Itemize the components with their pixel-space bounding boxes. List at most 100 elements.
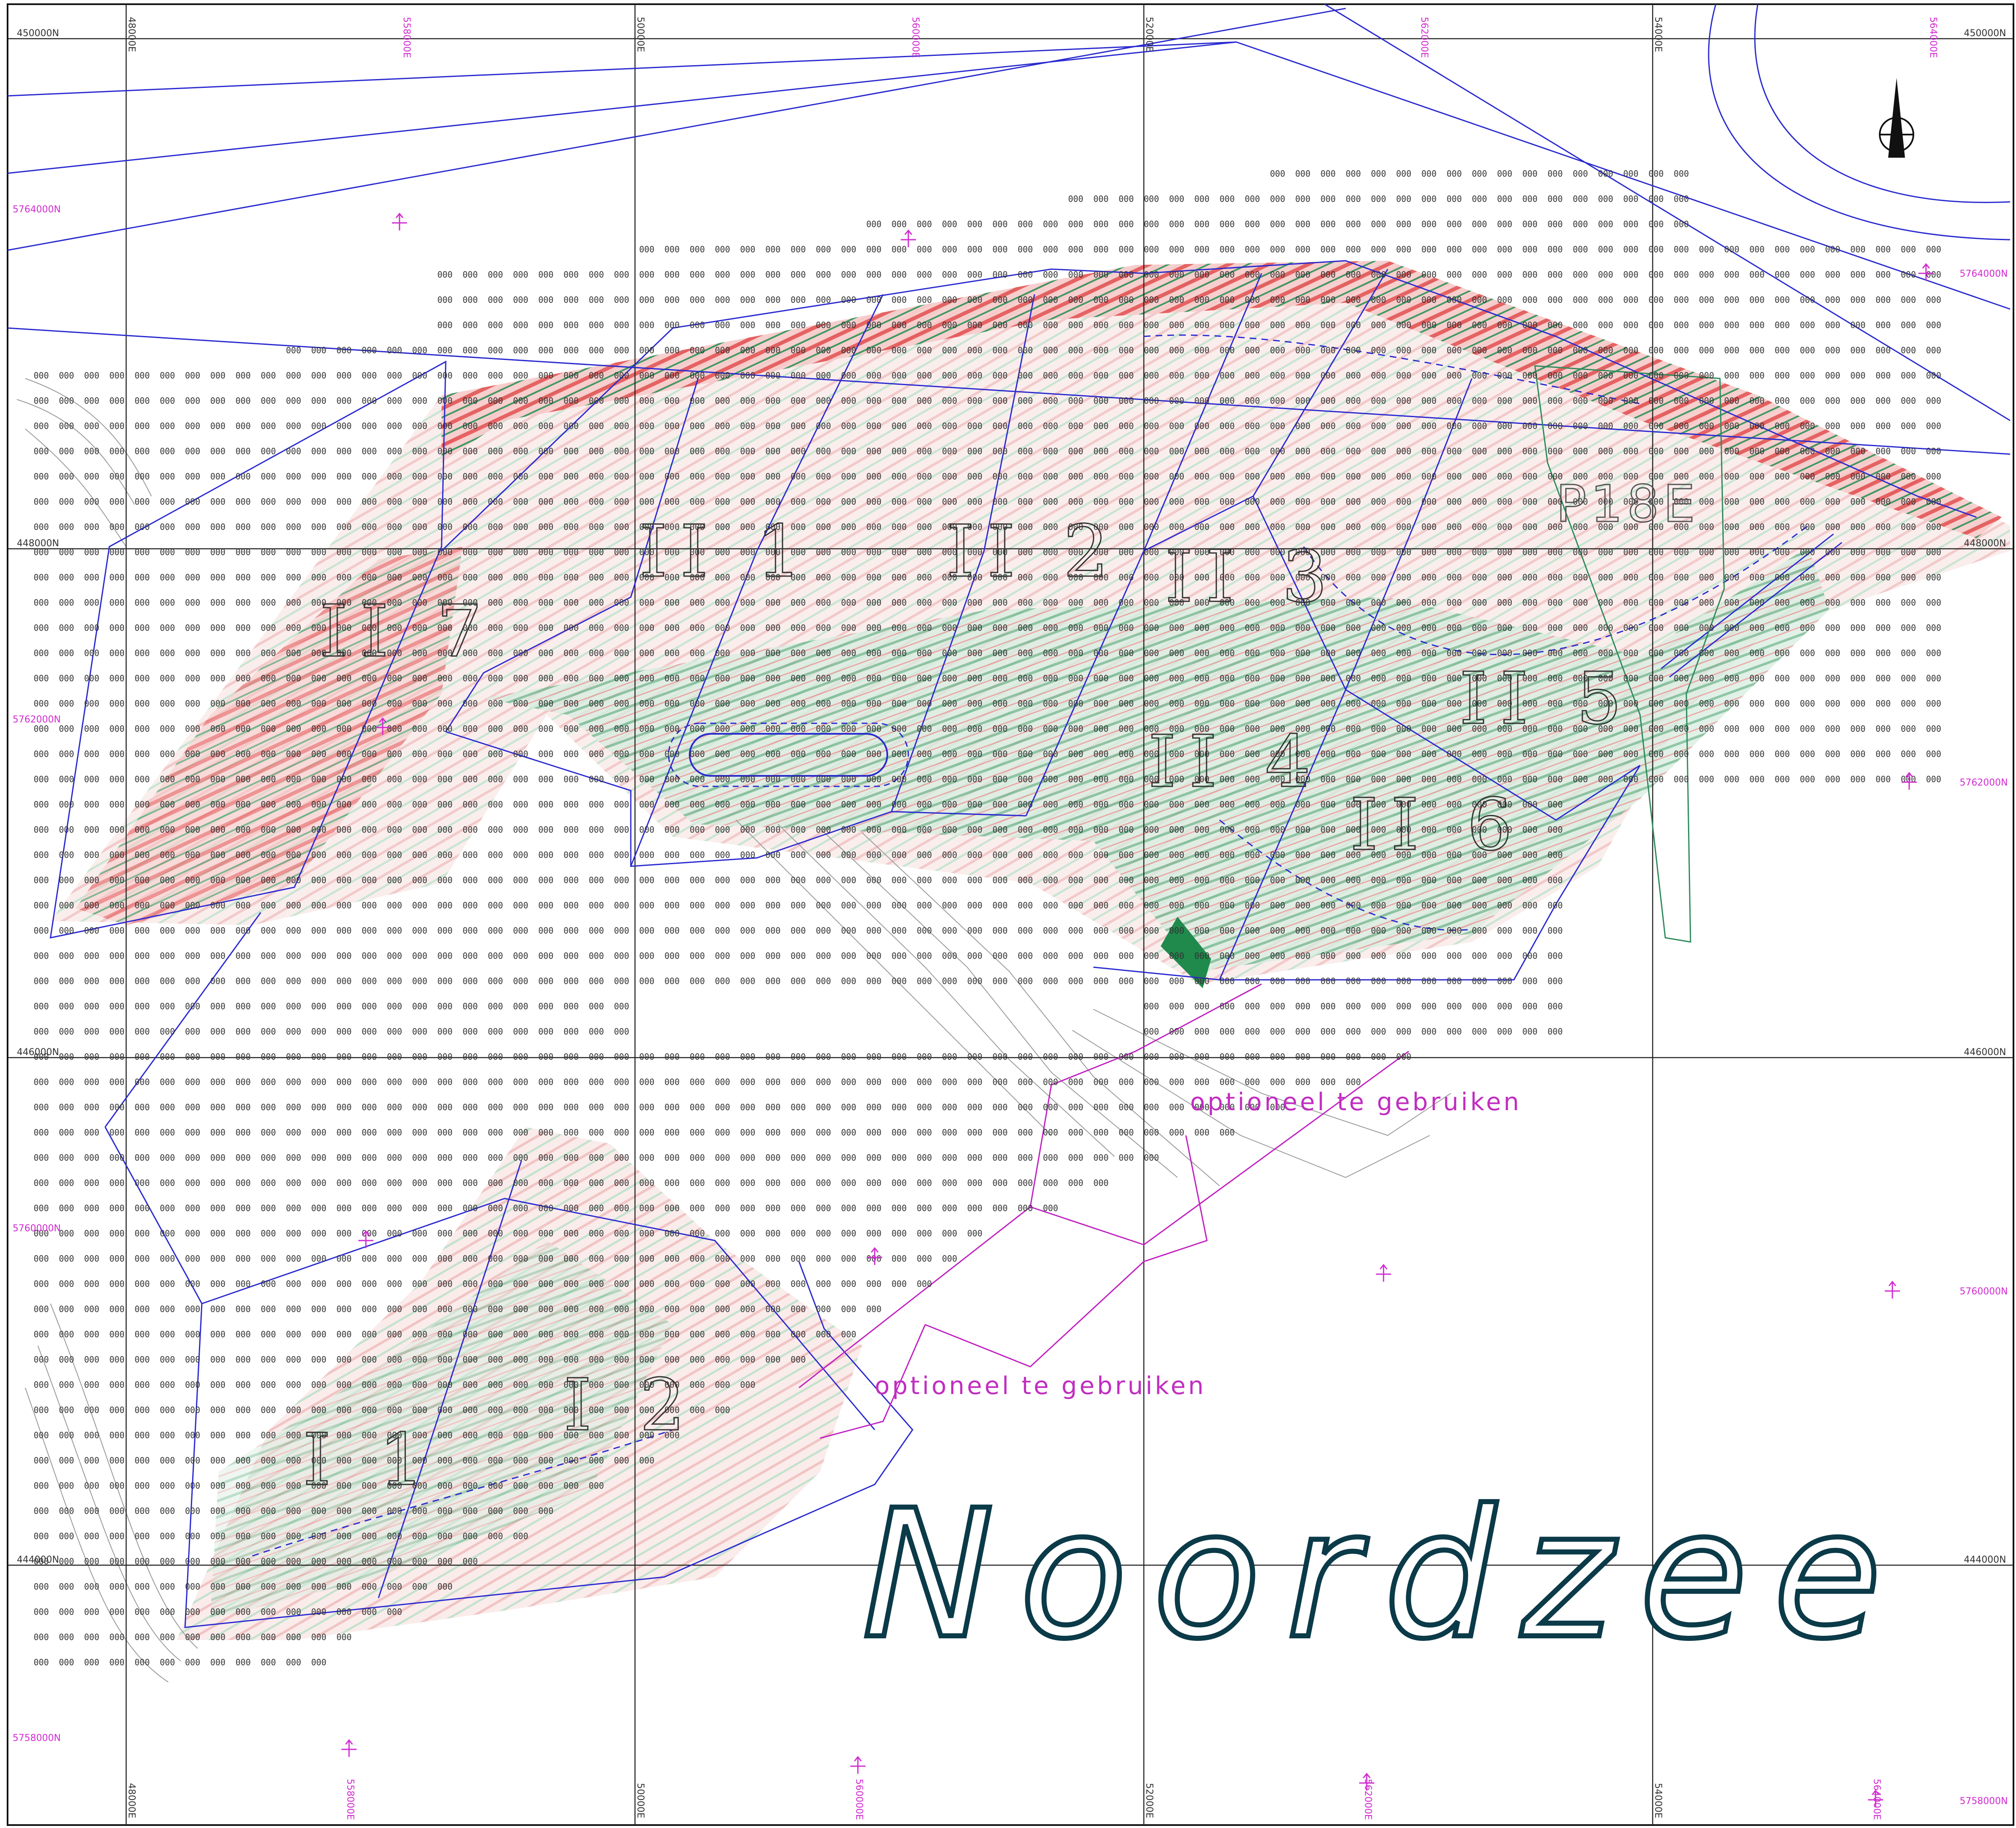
sounding-value: 000 <box>34 370 49 381</box>
sounding-value: 000 <box>690 522 705 532</box>
sounding-value: 000 <box>1371 648 1386 658</box>
sounding-value: 000 <box>1447 900 1462 910</box>
sounding-value: 000 <box>336 1228 352 1238</box>
sounding-value: 000 <box>1472 799 1487 810</box>
sounding-value: 000 <box>538 1203 553 1213</box>
sounding-value: 000 <box>336 1455 352 1466</box>
sounding-value: 000 <box>34 1153 49 1163</box>
sounding-value: 000 <box>261 976 276 986</box>
sounding-value: 000 <box>261 1506 276 1516</box>
sounding-value: 000 <box>362 598 377 608</box>
sounding-value: 000 <box>311 774 326 784</box>
sounding-value: 000 <box>235 875 251 885</box>
sounding-value: 000 <box>740 623 755 633</box>
sounding-value: 000 <box>1270 648 1285 658</box>
sounding-value: 000 <box>135 1279 150 1289</box>
sounding-value: 000 <box>34 1077 49 1087</box>
sounding-value: 000 <box>917 370 932 381</box>
sounding-value: 000 <box>1245 1001 1260 1011</box>
sounding-value: 000 <box>791 497 806 507</box>
sounding-value: 000 <box>185 1556 200 1566</box>
sounding-value: 000 <box>1295 345 1310 355</box>
sounding-value: 000 <box>84 875 99 885</box>
sounding-value: 000 <box>362 774 377 784</box>
sounding-value: 000 <box>917 724 932 734</box>
sounding-value: 000 <box>1346 623 1361 633</box>
sounding-value: 000 <box>488 345 503 355</box>
sounding-value: 000 <box>1018 623 1033 633</box>
sounding-value: 000 <box>210 825 225 835</box>
sounding-value: 000 <box>1825 471 1840 481</box>
sounding-value: 000 <box>866 1077 881 1087</box>
sounding-value: 000 <box>1623 295 1638 305</box>
sounding-value: 000 <box>841 875 856 885</box>
sounding-value: 000 <box>1497 471 1512 481</box>
sounding-value: 000 <box>664 370 680 381</box>
sounding-value: 000 <box>1144 396 1159 406</box>
sounding-value: 000 <box>235 799 251 810</box>
sounding-value: 000 <box>1522 446 1537 456</box>
sounding-value: 000 <box>488 1203 503 1213</box>
sounding-value: 000 <box>1522 244 1537 254</box>
sounding-value: 000 <box>992 598 1008 608</box>
sounding-value: 000 <box>311 1582 326 1592</box>
sounding-value: 000 <box>362 1254 377 1264</box>
sounding-value: 000 <box>1295 799 1310 810</box>
sounding-value: 000 <box>1320 1052 1336 1062</box>
sounding-value: 000 <box>59 446 74 456</box>
sounding-value: 000 <box>1901 320 1916 330</box>
sounding-value: 000 <box>362 1304 377 1314</box>
sounding-value: 000 <box>387 598 402 608</box>
sounding-value: 000 <box>892 799 907 810</box>
sounding-value: 000 <box>1573 774 1588 784</box>
sounding-value: 000 <box>1245 446 1260 456</box>
sounding-value: 000 <box>336 875 352 885</box>
alt-label-top-3: 562000E <box>1419 17 1429 58</box>
sounding-value: 000 <box>463 825 478 835</box>
sounding-value: 000 <box>362 1607 377 1617</box>
sounding-value: 000 <box>564 1127 579 1138</box>
sounding-value: 000 <box>185 421 200 431</box>
sounding-value: 000 <box>437 623 452 633</box>
sounding-value: 000 <box>311 1405 326 1415</box>
sounding-value: 000 <box>715 1304 730 1314</box>
sounding-value: 000 <box>765 1228 780 1238</box>
sounding-value: 000 <box>1169 774 1184 784</box>
sounding-value: 000 <box>1144 1153 1159 1163</box>
sounding-value: 000 <box>740 749 755 759</box>
sounding-value: 000 <box>1346 875 1361 885</box>
sounding-value: 000 <box>1800 320 1815 330</box>
sounding-value: 000 <box>235 1455 251 1466</box>
survey-area-south <box>177 1127 862 1640</box>
sounding-value: 000 <box>1623 270 1638 280</box>
sounding-value: 000 <box>1901 648 1916 658</box>
sounding-value: 000 <box>1043 673 1058 683</box>
sounding-value: 000 <box>1295 421 1310 431</box>
sounding-value: 000 <box>261 421 276 431</box>
sounding-value: 000 <box>513 1380 528 1390</box>
crosshair-marker-icon <box>1868 1789 1883 1807</box>
sounding-value: 000 <box>1043 1203 1058 1213</box>
sounding-value: 000 <box>109 370 124 381</box>
sounding-value: 000 <box>1371 1052 1386 1062</box>
sounding-value: 000 <box>1068 547 1083 557</box>
sounding-value: 000 <box>437 825 452 835</box>
sounding-value: 000 <box>1522 320 1537 330</box>
sounding-value: 000 <box>1295 194 1310 204</box>
sounding-value: 000 <box>866 976 881 986</box>
sounding-value: 000 <box>1169 320 1184 330</box>
sounding-value: 000 <box>1346 396 1361 406</box>
sounding-value: 000 <box>336 850 352 860</box>
sounding-value: 000 <box>387 497 402 507</box>
sounding-value: 000 <box>135 1430 150 1440</box>
sounding-value: 000 <box>841 497 856 507</box>
sounding-value: 000 <box>1018 926 1033 936</box>
sounding-value: 000 <box>1876 648 1891 658</box>
sounding-value: 000 <box>34 1304 49 1314</box>
sounding-value: 000 <box>513 421 528 431</box>
sounding-value: 000 <box>1472 926 1487 936</box>
sounding-value: 000 <box>437 1178 452 1188</box>
sounding-value: 000 <box>1169 598 1184 608</box>
sounding-value: 000 <box>791 572 806 582</box>
sounding-value: 000 <box>412 1556 427 1566</box>
